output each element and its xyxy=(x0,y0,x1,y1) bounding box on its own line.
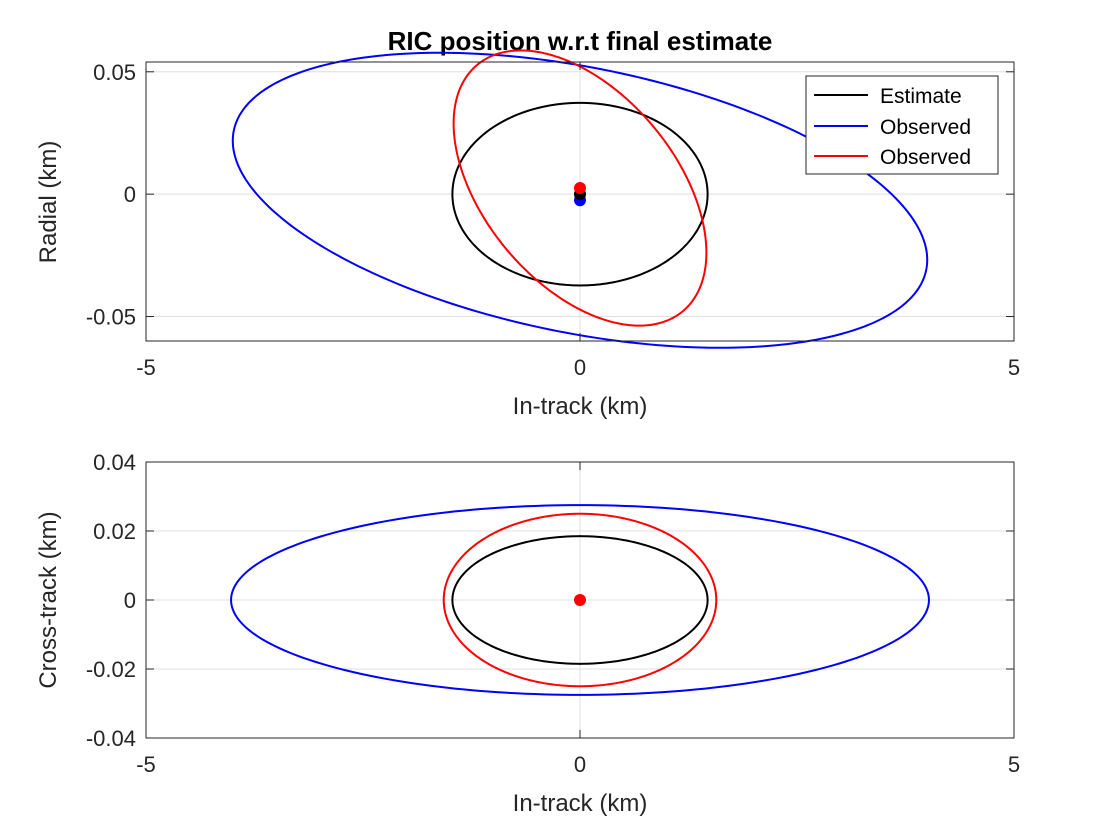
y-tick-label: 0 xyxy=(124,182,136,207)
cross-track-xlabel: In-track (km) xyxy=(513,790,648,817)
radial-series xyxy=(231,49,929,349)
y-tick-label: 0.02 xyxy=(93,519,136,544)
cross-track-ticks: -5 0 5 -0.04 -0.02 0 0.02 0.04 xyxy=(86,450,1020,777)
x-tick-label: 0 xyxy=(574,752,586,777)
series-line-0 xyxy=(451,535,709,665)
x-tick-label: 5 xyxy=(1008,355,1020,380)
x-tick-label: 0 xyxy=(574,355,586,380)
series-line-2 xyxy=(442,512,718,688)
y-tick-label: 0.05 xyxy=(93,60,136,85)
x-tick-label: 5 xyxy=(1008,752,1020,777)
y-tick-label: 0 xyxy=(124,588,136,613)
radial-xlabel: In-track (km) xyxy=(513,393,648,420)
cross-track-points xyxy=(574,594,586,606)
data-point-0 xyxy=(574,594,586,606)
cross-track-subplot: -5 0 5 -0.04 -0.02 0 0.02 0.04 In-track (km) Cr… xyxy=(35,450,1020,817)
y-tick-label: -0.02 xyxy=(86,657,136,682)
y-tick-label: -0.04 xyxy=(86,726,136,751)
cross-track-series xyxy=(230,504,930,696)
data-point-2 xyxy=(574,182,586,195)
legend: Estimate Observed Observed xyxy=(805,75,999,175)
series-line-2 xyxy=(452,49,708,327)
series-line-1 xyxy=(231,51,929,349)
x-tick-label: -5 xyxy=(136,355,156,380)
y-tick-label: -0.05 xyxy=(86,305,136,330)
legend-entry-estimate: Estimate xyxy=(880,85,962,108)
legend-entry-observed-blue: Observed xyxy=(880,116,971,139)
radial-ticks: -5 0 5 -0.05 0 0.05 xyxy=(86,60,1020,380)
x-tick-label: -5 xyxy=(136,752,156,777)
series-line-1 xyxy=(230,504,930,696)
cross-track-ylabel: Cross-track (km) xyxy=(35,511,62,688)
radial-points xyxy=(574,182,586,207)
chart-title: RIC position w.r.t final estimate xyxy=(388,26,773,56)
legend-entry-observed-red: Observed xyxy=(880,146,971,169)
radial-ylabel: Radial (km) xyxy=(35,141,62,264)
y-tick-label: 0.04 xyxy=(93,450,136,475)
